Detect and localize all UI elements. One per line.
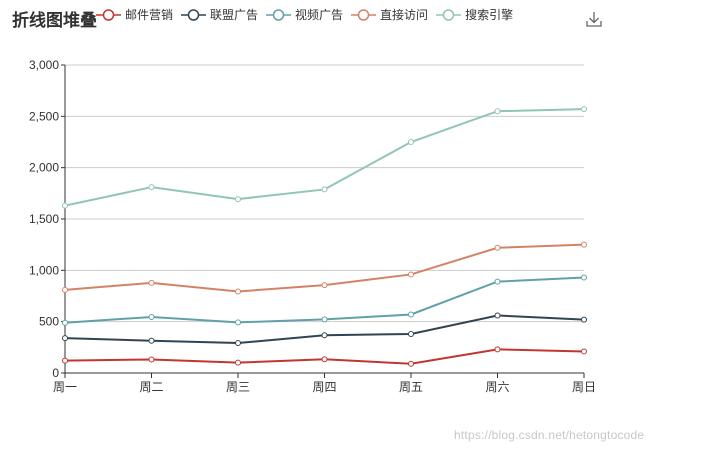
x-tick-label: 周三 (226, 380, 250, 394)
x-tick-label: 周四 (312, 380, 336, 394)
data-point (494, 312, 501, 319)
legend-swatch-icon (436, 8, 462, 21)
x-tick-label: 周二 (139, 380, 163, 394)
data-point (235, 196, 241, 203)
data-point (148, 184, 155, 191)
legend-item[interactable]: 视频广告 (266, 6, 343, 23)
data-point (494, 108, 501, 115)
y-tick-label: 0 (52, 366, 59, 380)
data-point (62, 319, 68, 326)
data-point (62, 286, 68, 293)
download-icon[interactable] (585, 10, 603, 28)
legend-label: 视频广告 (295, 8, 344, 22)
y-tick-label: 500 (39, 315, 59, 329)
data-point (408, 311, 414, 318)
data-point (148, 313, 155, 320)
chart-title: 折线图堆叠 (12, 11, 97, 30)
data-point (235, 288, 241, 295)
data-point (235, 359, 241, 366)
legend-item[interactable]: 联盟广告 (181, 6, 258, 23)
data-point (62, 335, 68, 342)
data-point (494, 278, 501, 285)
data-point (148, 337, 155, 344)
y-tick-label: 1,500 (29, 212, 59, 226)
y-tick-label: 3,000 (29, 58, 59, 72)
legend-swatch-icon (96, 8, 121, 21)
legend-label: 邮件营销 (125, 8, 174, 22)
data-point (581, 348, 587, 355)
data-point (581, 106, 587, 113)
legend-label: 搜索引擎 (465, 8, 514, 22)
legend-item[interactable]: 搜索引擎 (436, 6, 513, 23)
data-point (62, 202, 68, 209)
data-point (581, 274, 587, 281)
data-point (148, 279, 155, 286)
x-tick-label: 周五 (399, 380, 423, 394)
data-point (321, 282, 328, 289)
data-point (321, 186, 328, 193)
data-point (235, 340, 241, 347)
y-tick-label: 1,000 (29, 263, 59, 277)
data-point (408, 139, 414, 145)
x-tick-label: 周日 (572, 380, 596, 394)
data-point (494, 346, 501, 353)
data-point (321, 316, 328, 323)
legend-swatch-icon (181, 8, 207, 21)
data-point (408, 360, 414, 367)
data-point (408, 271, 414, 278)
legend-item[interactable]: 直接访问 (351, 6, 428, 23)
y-tick-label: 2,000 (29, 161, 59, 175)
data-point (321, 356, 328, 363)
legend-label: 联盟广告 (210, 8, 259, 22)
legend-swatch-icon (351, 8, 377, 21)
data-point (62, 357, 68, 364)
data-point (494, 244, 501, 251)
y-tick-label: 2,500 (29, 109, 59, 123)
data-point (321, 332, 328, 339)
legend-item[interactable]: 邮件营销 (96, 6, 173, 23)
data-point (408, 330, 414, 337)
legend-swatch-icon (266, 8, 292, 21)
data-point (235, 319, 241, 326)
x-tick-label: 周一 (53, 380, 77, 394)
data-point (581, 316, 587, 323)
watermark: https://blog.csdn.net/hetongtocode (454, 428, 645, 442)
data-point (148, 356, 155, 363)
legend-label: 直接访问 (380, 8, 429, 22)
legend: 邮件营销 联盟广告 视频广告 直接访问 搜索引擎 (96, 6, 521, 26)
x-tick-label: 周六 (485, 380, 509, 394)
data-point (581, 241, 587, 248)
